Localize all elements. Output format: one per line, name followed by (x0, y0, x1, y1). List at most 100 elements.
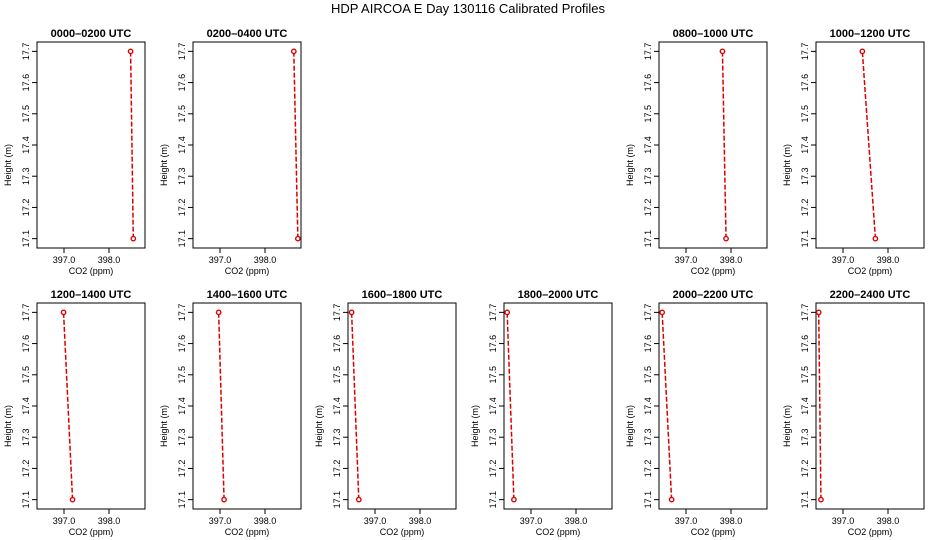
profile-line (817, 312, 822, 500)
profile-line (721, 51, 727, 239)
x-tick-label: 397.0 (675, 516, 698, 526)
y-tick-label: 17.4 (643, 397, 653, 415)
y-tick-label: 17.1 (800, 491, 810, 509)
y-tick-label: 17.7 (177, 43, 187, 61)
y-tick-label: 17.1 (488, 491, 498, 509)
y-tick-label: 17.6 (643, 74, 653, 92)
y-tick-label: 17.2 (643, 460, 653, 478)
profile-point (215, 309, 222, 316)
x-tick-label: 397.0 (832, 516, 855, 526)
y-axis-label: Height (m) (625, 144, 635, 186)
x-axis-label: CO2 (ppm) (848, 527, 893, 537)
profile-point (290, 48, 297, 55)
profile-point (859, 48, 866, 55)
y-tick-label: 17.3 (21, 428, 31, 446)
profile-point (719, 48, 726, 55)
x-axis-label: CO2 (ppm) (691, 266, 736, 276)
figure-title: HDP AIRCOA E Day 130116 Calibrated Profi… (330, 1, 606, 16)
y-tick-label: 17.1 (643, 230, 653, 248)
x-tick-label: 397.0 (209, 516, 232, 526)
profile-line (861, 51, 877, 239)
y-tick-label: 17.3 (800, 428, 810, 446)
y-tick-label: 17.1 (800, 230, 810, 248)
plot-frame (347, 302, 457, 510)
y-tick-label: 17.3 (177, 167, 187, 185)
profile-point (69, 496, 76, 503)
y-tick-label: 17.5 (21, 105, 31, 123)
y-tick-label: 17.1 (21, 491, 31, 509)
x-axis-label: CO2 (ppm) (691, 527, 736, 537)
x-tick-label: 397.0 (364, 516, 387, 526)
x-tick-label: 398.0 (409, 516, 432, 526)
y-tick-label: 17.2 (800, 460, 810, 478)
y-tick-label: 17.7 (21, 304, 31, 322)
x-axis-label: CO2 (ppm) (380, 527, 425, 537)
y-axis-label: Height (m) (782, 405, 792, 447)
y-tick-label: 17.3 (21, 167, 31, 185)
profile-point (872, 235, 879, 242)
y-axis-label: Height (m) (159, 405, 169, 447)
y-tick-label: 17.1 (332, 491, 342, 509)
y-tick-label: 17.2 (643, 199, 653, 217)
profile-point (818, 496, 824, 503)
profile-point (130, 235, 137, 242)
y-tick-label: 17.1 (21, 230, 31, 248)
y-axis-label: Height (m) (314, 405, 324, 447)
y-tick-label: 17.6 (177, 74, 187, 92)
x-tick-label: 397.0 (209, 255, 232, 265)
x-axis-label: CO2 (ppm) (536, 527, 581, 537)
y-tick-label: 17.6 (21, 335, 31, 353)
y-tick-label: 17.1 (643, 491, 653, 509)
profile-point (60, 309, 67, 316)
y-tick-label: 17.4 (21, 397, 31, 415)
y-axis-label: Height (m) (159, 144, 169, 186)
y-tick-label: 17.6 (21, 74, 31, 92)
panel-title: 0800–1000 UTC (673, 28, 754, 40)
panel-title: 0000–0200 UTC (51, 28, 132, 40)
panel-title: 1400–1600 UTC (207, 289, 288, 301)
panel-title: 1600–1800 UTC (362, 289, 443, 301)
profile-line (293, 51, 299, 239)
profile-point (348, 309, 355, 316)
y-tick-label: 17.3 (488, 428, 498, 446)
y-tick-label: 17.1 (177, 491, 187, 509)
plot-frame (192, 302, 302, 510)
y-tick-label: 17.7 (800, 304, 810, 322)
plot-frame (815, 41, 925, 249)
y-tick-label: 17.2 (177, 199, 187, 217)
y-tick-label: 17.5 (800, 366, 810, 384)
y-tick-label: 17.5 (177, 105, 187, 123)
profile-line (217, 312, 225, 500)
panel-title: 1200–1400 UTC (51, 289, 132, 301)
plot-frame (503, 302, 613, 510)
plot-frame (815, 302, 925, 510)
x-tick-label: 397.0 (520, 516, 543, 526)
y-tick-label: 17.7 (488, 304, 498, 322)
panel-title: 2000–2200 UTC (673, 289, 754, 301)
y-tick-label: 17.4 (488, 397, 498, 415)
profile-point (659, 309, 666, 316)
x-tick-label: 398.0 (254, 255, 277, 265)
y-tick-label: 17.5 (800, 105, 810, 123)
profile-point (504, 309, 511, 316)
y-tick-label: 17.5 (177, 366, 187, 384)
y-tick-label: 17.6 (177, 335, 187, 353)
profile-point (511, 496, 517, 503)
y-tick-label: 17.2 (177, 460, 187, 478)
plot-frame (192, 41, 302, 249)
plot-frame (658, 302, 768, 510)
y-tick-label: 17.3 (177, 428, 187, 446)
y-tick-label: 17.4 (800, 136, 810, 154)
y-tick-label: 17.6 (332, 335, 342, 353)
y-tick-label: 17.7 (332, 304, 342, 322)
x-tick-label: 398.0 (98, 516, 121, 526)
y-tick-label: 17.2 (332, 460, 342, 478)
profile-point (815, 309, 822, 316)
profile-point (723, 235, 729, 242)
x-tick-label: 397.0 (832, 255, 855, 265)
y-tick-label: 17.5 (488, 366, 498, 384)
y-tick-label: 17.5 (332, 366, 342, 384)
